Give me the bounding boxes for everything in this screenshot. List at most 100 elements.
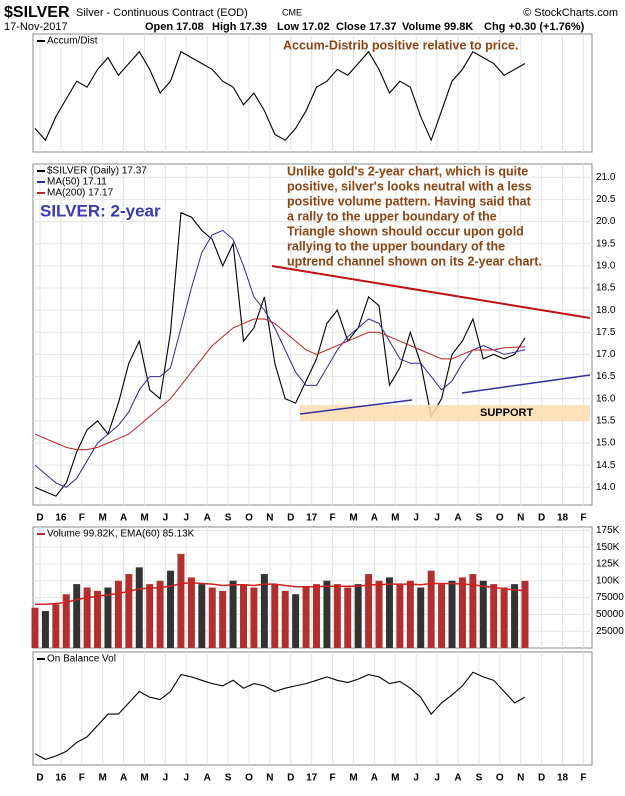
x-tick-label: N: [517, 513, 524, 524]
series-line: [34, 318, 526, 451]
volume-bar: [469, 574, 477, 648]
x-tick-label: 18: [557, 513, 569, 524]
x-tick-label: A: [120, 773, 127, 784]
x-tick-label: J: [163, 513, 169, 524]
quote-open: Open 17.08: [145, 21, 204, 33]
volume-bar: [458, 577, 466, 648]
volume-bar: [323, 580, 331, 648]
volume-bar: [292, 594, 300, 648]
x-tick-label: 16: [55, 773, 67, 784]
x-tick-label: D: [538, 513, 545, 524]
x-tick-label: J: [413, 773, 419, 784]
x-tick-label: O: [496, 773, 504, 784]
y-tick-label: 17.5: [596, 327, 616, 338]
x-tick-label: S: [476, 513, 483, 524]
date: 17-Nov-2017: [4, 21, 68, 33]
x-tick-label: A: [204, 513, 211, 524]
note-line: a rally to the upper boundary of the: [287, 209, 497, 223]
volume-bar: [156, 580, 164, 648]
volume-bar: [385, 577, 393, 648]
volume-bar: [240, 584, 248, 648]
volume-bar: [94, 590, 102, 648]
y-tick-label: 175K: [596, 525, 620, 536]
y-tick-label: 14.0: [596, 482, 616, 493]
chart-label: SILVER: 2-year: [40, 201, 161, 220]
x-tick-label: J: [434, 513, 440, 524]
ema-line: [35, 582, 526, 606]
x-tick-label: O: [245, 773, 253, 784]
volume-bar: [31, 607, 39, 648]
support-band: [300, 405, 590, 421]
series-line: [34, 229, 526, 488]
x-tick-label: D: [287, 513, 294, 524]
x-tick-label: J: [184, 773, 190, 784]
x-tick-label: F: [580, 513, 586, 524]
x-tick-label: S: [225, 513, 232, 524]
note-line: Unlike gold's 2-year chart, which is qui…: [287, 164, 528, 178]
volume-bar: [104, 587, 112, 648]
y-tick-label: 17.0: [596, 349, 616, 360]
x-tick-label: A: [204, 773, 211, 784]
volume-bar: [406, 580, 414, 648]
y-tick-label: 50000: [596, 609, 624, 620]
x-tick-label: M: [99, 773, 107, 784]
panel-title: Volume 99.82K, EMA(60) 85.13K: [47, 529, 195, 540]
volume-bar: [427, 570, 435, 648]
panels: Accum/Dist 14.0 14.5 15.0 15.5 16.0 16.5 17.0 17…: [31, 33, 624, 784]
volume-bar: [73, 584, 81, 648]
x-tick-label: D: [287, 773, 294, 784]
note-line: rallying to the upper boundary of the: [287, 239, 505, 253]
volume-bar: [396, 584, 404, 648]
instrument-name: Silver - Continuous Contract (EOD): [76, 7, 248, 19]
volume-bar: [83, 587, 91, 648]
note-line: uptrend channel shown on its 2-year char…: [287, 254, 542, 268]
x-tick-label: 17: [306, 513, 318, 524]
y-tick-label: 19.0: [596, 260, 616, 271]
x-tick-label: F: [79, 513, 85, 524]
panel-frame: [32, 651, 593, 766]
series-line: [34, 211, 526, 497]
x-tick-label: M: [140, 513, 148, 524]
lower-trend-line: [299, 399, 413, 415]
x-tick-label: A: [371, 773, 378, 784]
x-tick-label: J: [184, 513, 190, 524]
volume-bar: [375, 580, 383, 648]
note-line: positive, silver's looks neutral with a …: [287, 179, 532, 193]
y-tick-label: 20.0: [596, 216, 616, 227]
quote-volume: Volume 99.8K: [402, 21, 473, 33]
volume-bar: [271, 584, 279, 648]
y-tick-label: 125K: [596, 559, 620, 570]
x-tick-label: D: [538, 773, 545, 784]
triangle-lower-line: [461, 374, 591, 394]
volume-bar: [167, 570, 175, 648]
volume-bar: [41, 611, 49, 648]
volume-bar: [135, 567, 143, 648]
x-tick-label: N: [266, 773, 273, 784]
x-tick-label: J: [434, 773, 440, 784]
x-tick-label: A: [120, 513, 127, 524]
y-tick-label: 25000: [596, 626, 624, 637]
y-tick-label: 18.0: [596, 305, 616, 316]
indicator-line: [34, 50, 526, 142]
legend-label: $SILVER (Daily) 17.37: [47, 166, 147, 177]
volume-bar: [52, 604, 60, 648]
x-tick-label: 16: [55, 513, 67, 524]
y-tick-label: 150K: [596, 542, 620, 553]
legend-label: MA(50) 17.11: [47, 177, 107, 188]
legend-label: MA(200) 17.17: [47, 188, 114, 199]
x-tick-label: N: [517, 773, 524, 784]
x-tick-label: S: [476, 773, 483, 784]
source: © StockCharts.com: [523, 7, 618, 19]
support-label: SUPPORT: [480, 407, 533, 419]
x-tick-label: A: [371, 513, 378, 524]
x-tick-label: A: [454, 513, 461, 524]
volume-bar: [479, 580, 487, 648]
y-tick-label: 100K: [596, 575, 620, 586]
indicator-line: [34, 671, 526, 760]
panel-title: Accum/Dist: [47, 36, 98, 47]
volume-bar: [521, 580, 529, 648]
volume-bar: [490, 584, 498, 648]
volume-bar: [417, 587, 425, 648]
x-tick-label: F: [330, 513, 336, 524]
